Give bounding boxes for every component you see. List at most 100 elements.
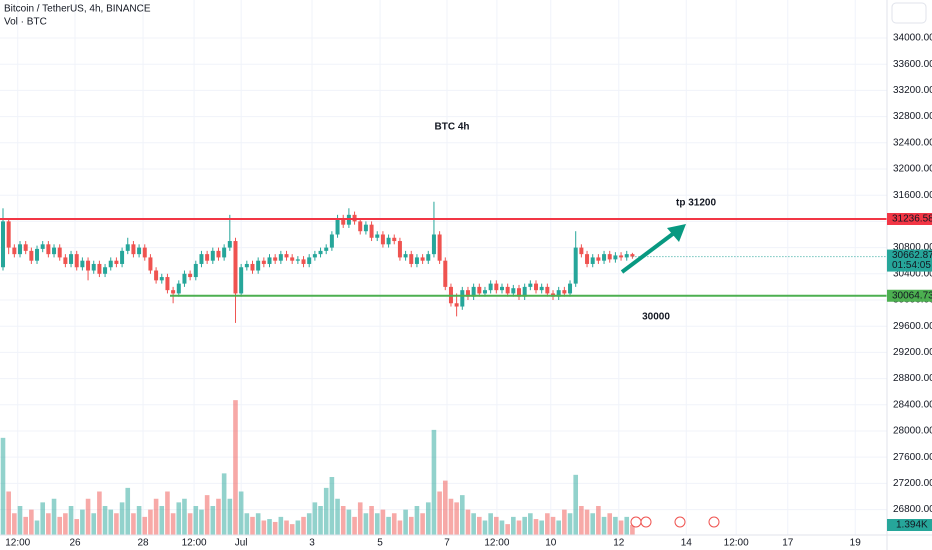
candle-body <box>528 283 533 287</box>
volume-bar <box>210 506 216 535</box>
candle-body <box>103 267 108 274</box>
candle-body <box>329 234 334 248</box>
volume-bar <box>454 502 459 535</box>
grid <box>0 0 887 535</box>
candle-body <box>630 254 635 257</box>
volume-bar <box>250 516 255 535</box>
volume-bar <box>624 516 630 535</box>
volume-bar <box>51 498 57 535</box>
candle-body <box>454 303 459 307</box>
volume-bar <box>425 502 431 535</box>
volume-bar <box>23 516 28 535</box>
candle-body <box>420 257 425 261</box>
candle-body <box>137 247 142 255</box>
y-tick-label: 27600.00 <box>893 452 932 463</box>
volume-bar <box>233 400 238 535</box>
candle-body <box>261 260 266 264</box>
volume-bar <box>17 506 23 535</box>
volume-bar <box>136 506 142 535</box>
x-tick-label: 10 <box>545 538 557 549</box>
volume-bar <box>295 520 301 535</box>
candle-body <box>182 273 187 284</box>
volume-bar <box>97 491 102 535</box>
volume-bar <box>165 491 170 535</box>
candle-body <box>74 254 79 268</box>
volume-bar <box>108 509 114 535</box>
candle-body <box>568 283 573 294</box>
candle-body <box>216 250 221 258</box>
settings-button[interactable] <box>891 2 927 24</box>
candle-body <box>392 237 397 242</box>
x-tick-label: 12:00 <box>484 538 509 549</box>
x-tick-label: 3 <box>309 538 315 549</box>
current-price-box <box>887 249 932 272</box>
y-tick-label: 28800.00 <box>893 373 932 384</box>
candle-body <box>267 257 272 264</box>
volume-bar <box>193 506 199 535</box>
candle-body <box>176 283 181 294</box>
level-label-box <box>887 289 932 302</box>
candle-body <box>256 260 261 271</box>
volume-bar <box>431 429 437 535</box>
volume-bar <box>227 498 233 535</box>
candle-body <box>573 247 578 284</box>
candle-body <box>499 286 504 291</box>
candle-body <box>545 286 550 294</box>
volume-bar <box>29 509 34 535</box>
x-tick-label: 14 <box>681 538 693 549</box>
volume-bar <box>176 502 182 535</box>
volume-bar <box>477 516 482 535</box>
volume-bar <box>528 513 533 535</box>
y-tick-label: 30400.00 <box>893 268 932 279</box>
arrow-shaft <box>620 231 676 274</box>
candle-body <box>159 277 164 281</box>
volume-label-box <box>887 519 932 531</box>
candle-body <box>409 254 414 264</box>
candle-body <box>114 260 119 264</box>
candle-body <box>18 244 23 255</box>
volume-bar <box>40 502 45 535</box>
x-tick-label: 12:00 <box>5 538 30 549</box>
candle-body <box>465 290 470 297</box>
volume-bar <box>499 520 505 535</box>
candle-body <box>602 254 607 261</box>
candle-body <box>205 254 210 261</box>
volume-bar <box>567 513 573 535</box>
candle-body <box>494 283 499 291</box>
volume-bar <box>607 513 613 535</box>
y-tick-label: 28000.00 <box>893 426 932 437</box>
volume-bar <box>318 506 323 535</box>
volume-bar <box>545 513 550 535</box>
volume-bar <box>142 516 148 535</box>
volume-bar <box>74 519 80 535</box>
y-tick-label: 33200.00 <box>893 85 932 96</box>
candle-body <box>505 286 510 294</box>
candle-body <box>596 257 601 261</box>
candle-body <box>556 290 561 297</box>
candle-body <box>380 234 385 245</box>
volume-bar <box>221 473 227 535</box>
candle-body <box>590 257 595 264</box>
volume-bar <box>187 513 193 535</box>
volume-bar <box>596 506 601 535</box>
candle-body <box>97 263 102 274</box>
candle-body <box>516 288 521 297</box>
candle-body <box>131 244 136 255</box>
candle-body <box>437 234 442 261</box>
volume-bar <box>590 513 596 535</box>
volume-bar <box>374 513 380 535</box>
volume-bar <box>420 513 425 535</box>
candle-body <box>154 270 159 281</box>
candle-body <box>46 244 51 255</box>
candle-body <box>482 290 487 294</box>
candle-body <box>108 260 113 268</box>
candle-body <box>290 257 295 261</box>
candle-body <box>69 254 74 264</box>
candle-body <box>91 263 96 271</box>
candle-body <box>579 247 584 255</box>
candle-body <box>539 286 544 291</box>
event-icon <box>674 516 686 528</box>
y-tick-label: 32000.00 <box>893 164 932 175</box>
candle-body <box>431 234 436 255</box>
